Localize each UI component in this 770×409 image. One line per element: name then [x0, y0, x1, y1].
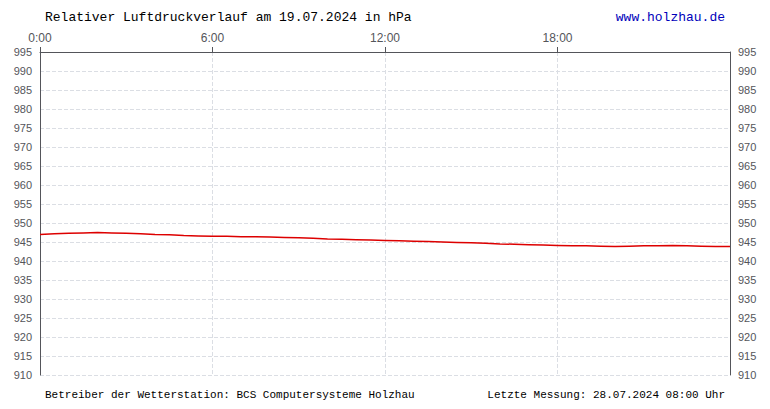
svg-text:995: 995: [738, 46, 756, 58]
svg-text:940: 940: [738, 255, 756, 267]
svg-text:920: 920: [738, 331, 756, 343]
svg-text:6:00: 6:00: [201, 31, 225, 45]
svg-text:www.holzhau.de: www.holzhau.de: [616, 10, 725, 25]
svg-text:935: 935: [738, 274, 756, 286]
svg-text:995: 995: [14, 46, 32, 58]
svg-text:930: 930: [738, 293, 756, 305]
svg-text:Letzte Messung: 28.07.2024 08:: Letzte Messung: 28.07.2024 08:00 Uhr: [487, 389, 725, 401]
svg-text:940: 940: [14, 255, 32, 267]
svg-text:935: 935: [14, 274, 32, 286]
svg-text:960: 960: [738, 179, 756, 191]
svg-text:975: 975: [738, 122, 756, 134]
svg-text:950: 950: [738, 217, 756, 229]
svg-text:0:00: 0:00: [28, 31, 52, 45]
svg-text:960: 960: [14, 179, 32, 191]
svg-text:970: 970: [738, 141, 756, 153]
svg-text:915: 915: [738, 350, 756, 362]
svg-text:990: 990: [738, 65, 756, 77]
svg-text:925: 925: [14, 312, 32, 324]
svg-text:955: 955: [738, 198, 756, 210]
svg-text:980: 980: [738, 103, 756, 115]
svg-text:970: 970: [14, 141, 32, 153]
svg-text:955: 955: [14, 198, 32, 210]
svg-text:910: 910: [738, 369, 756, 381]
svg-text:925: 925: [738, 312, 756, 324]
svg-text:945: 945: [14, 236, 32, 248]
svg-text:985: 985: [14, 84, 32, 96]
svg-text:18:00: 18:00: [542, 31, 572, 45]
svg-text:910: 910: [14, 369, 32, 381]
svg-text:930: 930: [14, 293, 32, 305]
svg-text:915: 915: [14, 350, 32, 362]
svg-text:965: 965: [738, 160, 756, 172]
svg-text:920: 920: [14, 331, 32, 343]
svg-text:975: 975: [14, 122, 32, 134]
svg-text:945: 945: [738, 236, 756, 248]
svg-text:980: 980: [14, 103, 32, 115]
svg-text:Betreiber der Wetterstation: B: Betreiber der Wetterstation: BCS Compute…: [45, 389, 415, 401]
svg-text:985: 985: [738, 84, 756, 96]
svg-text:950: 950: [14, 217, 32, 229]
svg-text:12:00: 12:00: [370, 31, 400, 45]
svg-text:990: 990: [14, 65, 32, 77]
svg-text:Relativer Luftdruckverlauf am: Relativer Luftdruckverlauf am 19.07.2024…: [45, 10, 412, 25]
svg-text:965: 965: [14, 160, 32, 172]
